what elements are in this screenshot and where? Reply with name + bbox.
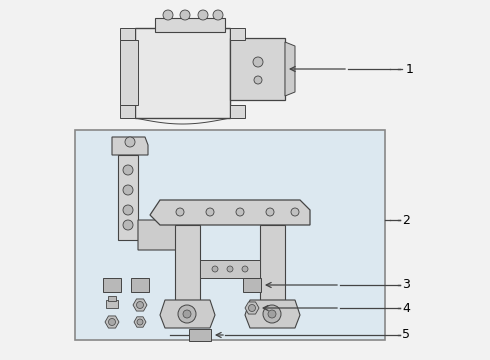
Bar <box>103 278 121 292</box>
Text: 1: 1 <box>406 63 414 76</box>
Polygon shape <box>134 317 146 327</box>
Circle shape <box>268 310 276 318</box>
Circle shape <box>108 319 116 325</box>
Circle shape <box>178 305 196 323</box>
Circle shape <box>248 305 255 311</box>
Bar <box>106 300 118 308</box>
Circle shape <box>180 10 190 20</box>
Polygon shape <box>120 105 135 118</box>
Polygon shape <box>260 225 285 300</box>
Circle shape <box>227 266 233 272</box>
Circle shape <box>213 10 223 20</box>
Circle shape <box>123 205 133 215</box>
Circle shape <box>183 310 191 318</box>
Polygon shape <box>230 105 245 118</box>
Bar <box>135 28 230 118</box>
Polygon shape <box>175 225 200 300</box>
Bar <box>75 130 385 340</box>
Bar <box>155 18 225 32</box>
Text: 5: 5 <box>402 328 410 342</box>
Text: 4: 4 <box>402 302 410 315</box>
Bar <box>120 40 138 105</box>
Circle shape <box>236 208 244 216</box>
Circle shape <box>206 208 214 216</box>
Polygon shape <box>150 200 310 225</box>
Circle shape <box>123 165 133 175</box>
Polygon shape <box>230 28 245 40</box>
Circle shape <box>123 220 133 230</box>
Circle shape <box>263 305 281 323</box>
Polygon shape <box>245 302 259 314</box>
Circle shape <box>254 76 262 84</box>
Polygon shape <box>105 316 119 328</box>
Bar <box>230 38 285 100</box>
Polygon shape <box>138 220 185 250</box>
Circle shape <box>242 266 248 272</box>
Bar <box>189 329 211 341</box>
Circle shape <box>125 137 135 147</box>
Circle shape <box>137 302 144 309</box>
Polygon shape <box>120 28 135 40</box>
Circle shape <box>266 208 274 216</box>
Circle shape <box>163 10 173 20</box>
Circle shape <box>291 208 299 216</box>
Circle shape <box>253 57 263 67</box>
Circle shape <box>176 208 184 216</box>
Circle shape <box>123 185 133 195</box>
Bar <box>108 296 116 301</box>
Polygon shape <box>112 137 148 155</box>
Circle shape <box>137 319 143 325</box>
Polygon shape <box>133 299 147 311</box>
Bar <box>131 278 149 292</box>
Polygon shape <box>245 300 300 328</box>
Polygon shape <box>200 260 260 278</box>
Polygon shape <box>160 300 215 328</box>
Circle shape <box>212 266 218 272</box>
Polygon shape <box>285 42 295 96</box>
Text: 2: 2 <box>402 213 410 226</box>
Circle shape <box>198 10 208 20</box>
Text: 3: 3 <box>402 279 410 292</box>
Bar <box>243 278 261 292</box>
Polygon shape <box>118 155 138 240</box>
